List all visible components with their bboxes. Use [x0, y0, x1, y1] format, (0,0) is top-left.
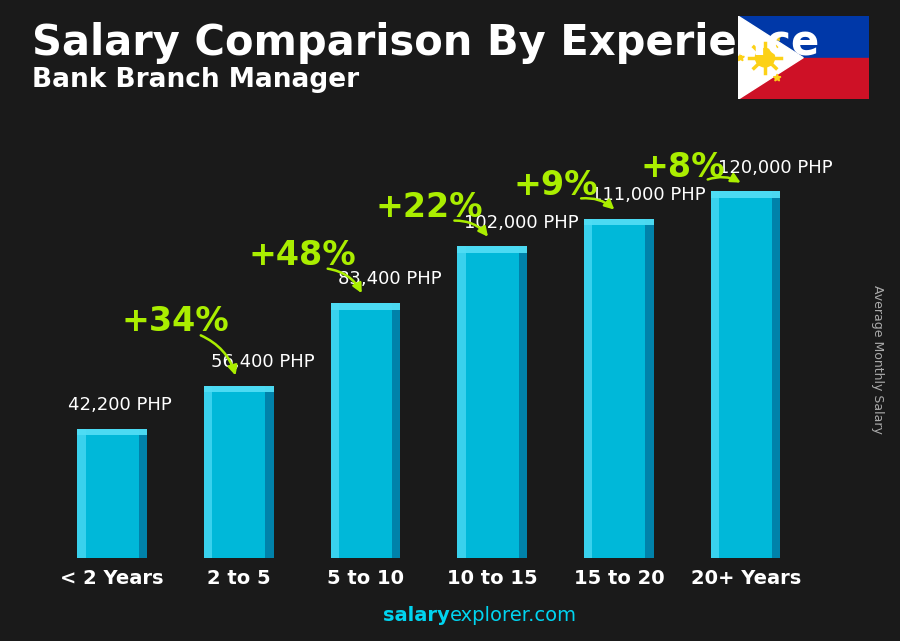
- Bar: [139, 429, 147, 558]
- Bar: [457, 246, 465, 558]
- Text: +48%: +48%: [248, 239, 356, 272]
- Circle shape: [755, 49, 775, 67]
- Text: Average Monthly Salary: Average Monthly Salary: [871, 285, 884, 433]
- Text: salary: salary: [383, 606, 450, 625]
- Polygon shape: [773, 34, 781, 40]
- Bar: [738, 16, 868, 58]
- Bar: [330, 303, 339, 558]
- Bar: [711, 192, 780, 558]
- Bar: [77, 429, 147, 558]
- Text: +8%: +8%: [640, 151, 724, 184]
- Bar: [645, 219, 653, 558]
- Text: 42,200 PHP: 42,200 PHP: [68, 396, 171, 414]
- Bar: [584, 219, 653, 226]
- Bar: [204, 385, 274, 392]
- Text: explorer.com: explorer.com: [450, 606, 577, 625]
- Text: 83,400 PHP: 83,400 PHP: [338, 271, 441, 288]
- Bar: [711, 192, 719, 558]
- Bar: [330, 303, 400, 310]
- Bar: [738, 58, 868, 99]
- Bar: [457, 246, 527, 253]
- Bar: [584, 219, 653, 558]
- Polygon shape: [737, 54, 744, 61]
- Text: Bank Branch Manager: Bank Branch Manager: [32, 67, 358, 94]
- Bar: [77, 429, 147, 435]
- Text: 111,000 PHP: 111,000 PHP: [591, 186, 706, 204]
- Bar: [772, 192, 780, 558]
- Polygon shape: [773, 74, 781, 81]
- Text: Salary Comparison By Experience: Salary Comparison By Experience: [32, 22, 819, 65]
- Bar: [204, 385, 274, 558]
- Text: 56,400 PHP: 56,400 PHP: [211, 353, 314, 371]
- Bar: [266, 385, 274, 558]
- Bar: [457, 246, 527, 558]
- Bar: [518, 246, 527, 558]
- Bar: [330, 303, 400, 558]
- Polygon shape: [738, 16, 803, 99]
- Bar: [711, 192, 780, 198]
- Text: +9%: +9%: [513, 169, 598, 203]
- Bar: [77, 429, 86, 558]
- Text: 102,000 PHP: 102,000 PHP: [464, 213, 579, 231]
- Text: +22%: +22%: [375, 192, 482, 224]
- Text: 120,000 PHP: 120,000 PHP: [718, 159, 832, 177]
- Text: +34%: +34%: [122, 305, 230, 338]
- Bar: [584, 219, 592, 558]
- Bar: [392, 303, 400, 558]
- Bar: [204, 385, 212, 558]
